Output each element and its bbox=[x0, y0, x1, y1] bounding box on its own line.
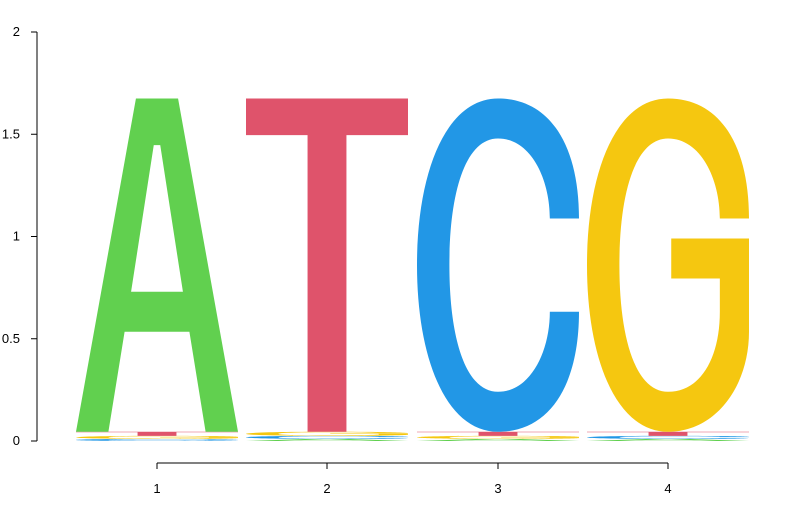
letter-c bbox=[246, 435, 408, 439]
y-axis: 0 0.5 1 1.5 2 bbox=[2, 24, 38, 448]
x-tick-label: 2 bbox=[323, 481, 330, 496]
x-tick-label: 1 bbox=[153, 481, 160, 496]
letter-c bbox=[587, 435, 749, 439]
letter-a bbox=[246, 438, 408, 441]
letter-g bbox=[587, 98, 749, 432]
logo-column bbox=[587, 98, 749, 441]
letter-t bbox=[246, 98, 408, 432]
logo-column bbox=[417, 98, 579, 441]
letter-g bbox=[76, 435, 238, 439]
x-tick-label: 4 bbox=[664, 481, 671, 496]
letter-c bbox=[417, 98, 579, 432]
letter-a bbox=[76, 98, 238, 432]
letter-t bbox=[76, 431, 238, 436]
letter-t bbox=[417, 431, 579, 436]
y-tick-label: 1 bbox=[13, 229, 20, 244]
y-tick-label: 0 bbox=[13, 433, 20, 448]
letter-t bbox=[587, 431, 749, 436]
y-tick-label: 2 bbox=[13, 24, 20, 39]
logo-columns bbox=[76, 98, 749, 441]
letter-a bbox=[417, 438, 579, 441]
letter-c bbox=[76, 438, 238, 441]
x-tick-label: 3 bbox=[494, 481, 501, 496]
logo-column bbox=[246, 98, 408, 441]
logo-column bbox=[76, 98, 238, 441]
y-tick-label: 0.5 bbox=[2, 331, 20, 346]
letter-g bbox=[246, 431, 408, 436]
x-axis: 1 2 3 4 bbox=[153, 462, 672, 496]
letter-g bbox=[417, 435, 579, 439]
y-tick-label: 1.5 bbox=[2, 126, 20, 141]
letter-a bbox=[587, 438, 749, 441]
